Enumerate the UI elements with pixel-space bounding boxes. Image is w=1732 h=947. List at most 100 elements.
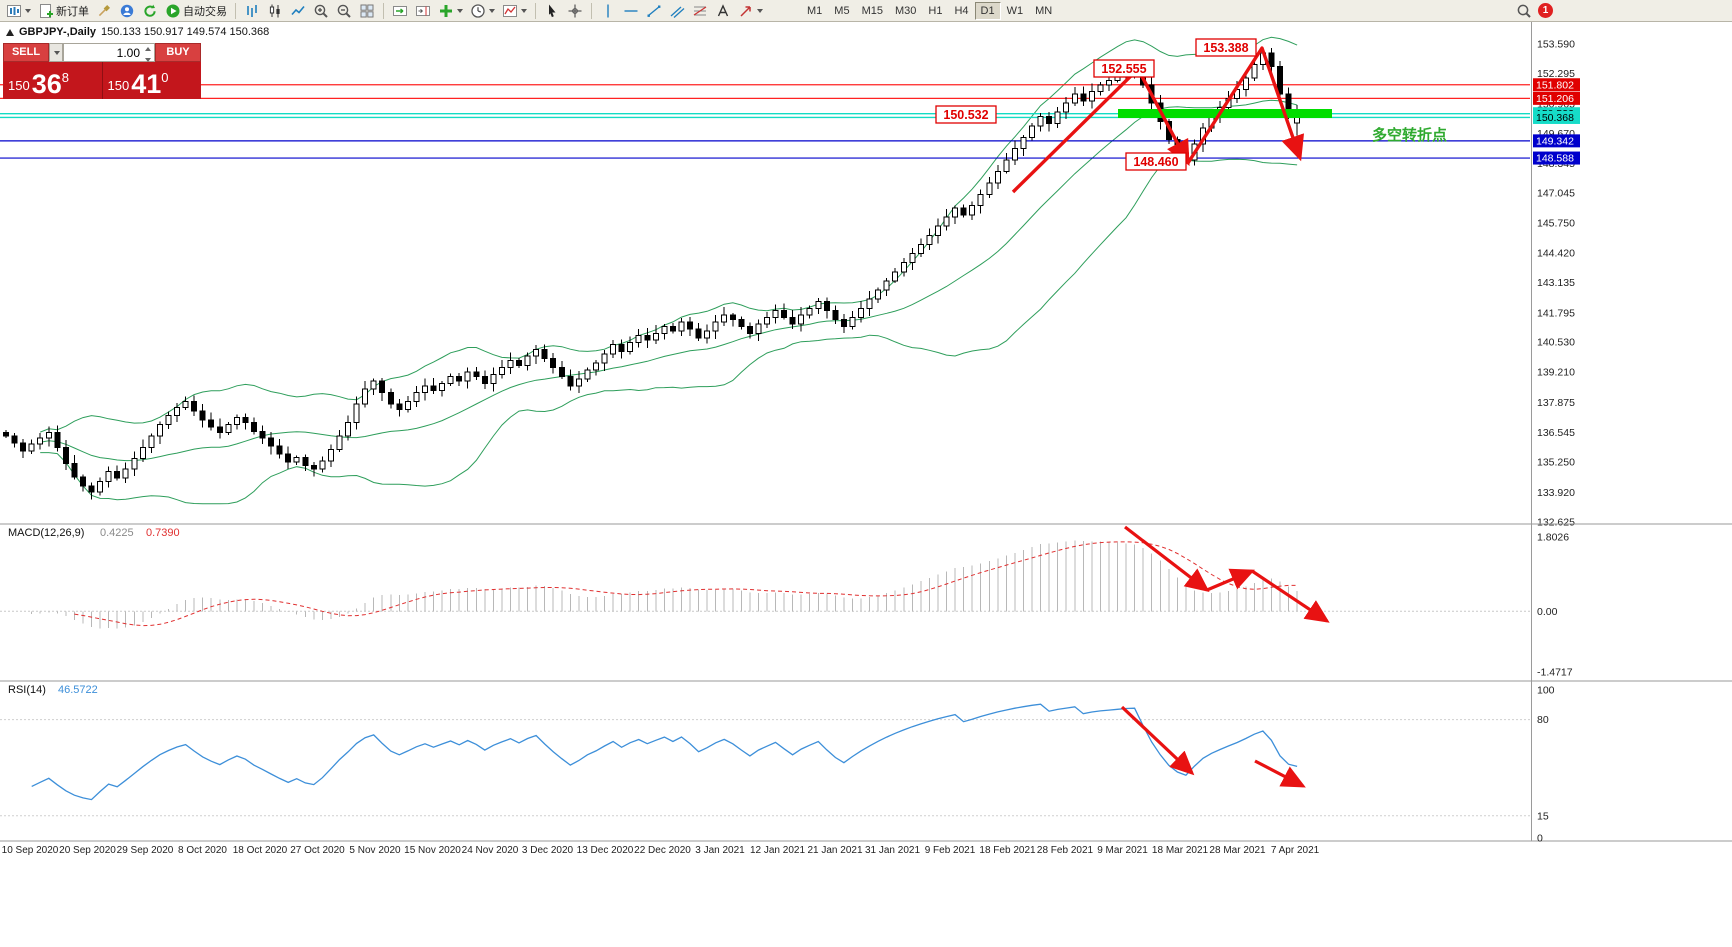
periods-icon [471, 3, 485, 18]
market-button[interactable] [116, 1, 138, 21]
rsi-arrow[interactable] [1254, 759, 1306, 788]
timeframe-h1[interactable]: H1 [922, 2, 948, 20]
timeframe-m30[interactable]: M30 [889, 2, 922, 20]
periods-button[interactable] [467, 1, 498, 21]
crosshair-tool-button[interactable] [564, 1, 586, 21]
indicators-button[interactable] [435, 1, 466, 21]
zoom-in-icon [314, 4, 328, 18]
toolbar-separator [535, 2, 536, 19]
x-axis-label: 31 Jan 2021 [865, 845, 920, 856]
bar-chart-mode-button[interactable] [241, 1, 263, 21]
collapse-icon[interactable] [6, 28, 14, 36]
timeframe-h4[interactable]: H4 [948, 2, 974, 20]
auto-scroll-button[interactable] [389, 1, 411, 21]
tile-windows-button[interactable] [356, 1, 378, 21]
line-chart-icon [291, 5, 305, 15]
macd-arrow[interactable] [1251, 569, 1330, 623]
svg-text:148.588: 148.588 [1536, 153, 1574, 165]
macd-arrow[interactable] [1124, 525, 1210, 592]
x-axis-label: 20 Sep 2020 [59, 845, 116, 856]
cursor-tool-button[interactable] [541, 1, 563, 21]
macd-value-signal: 0.7390 [146, 527, 180, 539]
zoom-out-icon [337, 4, 351, 18]
top-toolbar: 新订单 自动交易 [0, 0, 1732, 22]
buy-price-display[interactable]: 150 41 0 [103, 62, 202, 99]
volume-stepper[interactable] [142, 45, 153, 64]
channel-tool-button [666, 1, 688, 21]
dropdown-caret [53, 50, 60, 55]
price-callout[interactable]: 152.555 [1093, 59, 1155, 78]
new-order-button[interactable]: 新订单 [35, 1, 92, 21]
horizontal-line-tool-button[interactable] [620, 1, 642, 21]
notification-badge[interactable]: 1 [1538, 3, 1553, 18]
autotrading-button[interactable]: 自动交易 [162, 1, 230, 21]
macd-axis-label: 1.8026 [1537, 532, 1569, 544]
sell-button[interactable]: SELL [3, 43, 49, 62]
buy-price-prefix: 150 [107, 78, 130, 93]
tile-windows-icon [360, 4, 374, 17]
candlestick-mode-button[interactable] [264, 1, 286, 21]
price-callout[interactable]: 150.532 [935, 105, 997, 124]
x-axis-label: 3 Jan 2021 [695, 845, 745, 856]
trendline-tool-button[interactable] [643, 1, 665, 21]
new-order-icon [40, 3, 53, 18]
x-axis-label: 10 Sep 2020 [2, 845, 59, 856]
dropdown-caret [757, 8, 763, 13]
zoom-in-button[interactable] [310, 1, 332, 21]
bar-chart-icon [247, 4, 257, 17]
buy-button[interactable]: BUY [155, 43, 201, 62]
timeframe-m5[interactable]: M5 [828, 2, 855, 20]
x-axis-label: 15 Nov 2020 [404, 845, 461, 856]
arrows-tool-button[interactable] [735, 1, 766, 21]
green-zone-bar[interactable] [1118, 109, 1332, 118]
fibonacci-tool-button[interactable] [689, 1, 711, 21]
price-chart[interactable]: 152.555 153.388 150.532 148.460 多空转折点 153.590… [0, 22, 1732, 947]
chart-note[interactable]: 多空转折点 [1372, 126, 1447, 144]
dropdown-caret [521, 8, 527, 13]
text-icon [717, 3, 729, 16]
dropdown-caret [457, 8, 463, 13]
order-options-button[interactable] [49, 43, 63, 62]
horizontal-line-icon [624, 9, 638, 12]
fibonacci-icon [693, 6, 707, 15]
line-chart-mode-button[interactable] [287, 1, 309, 21]
timeframe-mn[interactable]: MN [1029, 2, 1058, 20]
axis-price-badge [1533, 134, 1580, 148]
timeframe-m1[interactable]: M1 [801, 2, 828, 20]
y-axis-label: 135.250 [1537, 457, 1575, 469]
timeframe-d1[interactable]: D1 [974, 1, 1001, 20]
new-chart-button[interactable] [3, 1, 34, 21]
main-price-pane: 152.555 153.388 150.532 148.460 多空转折点 153.590… [0, 36, 1580, 529]
timeframe-w1[interactable]: W1 [1001, 2, 1030, 20]
sell-price-display[interactable]: 150 36 8 [3, 62, 103, 99]
toolbar-separator [383, 2, 384, 19]
price-callout[interactable]: 153.388 [1195, 38, 1257, 57]
x-axis-label: 28 Feb 2021 [1037, 845, 1094, 856]
text-tool-button[interactable] [712, 1, 734, 21]
trend-arrow[interactable] [1186, 46, 1305, 164]
macd-axis-label: 0.00 [1537, 606, 1558, 618]
search-icon [1517, 4, 1531, 18]
macd-axis-label: -1.4717 [1537, 666, 1573, 678]
sell-price-sup: 8 [61, 70, 69, 85]
svg-text:151.206: 151.206 [1536, 93, 1574, 105]
x-axis-label: 12 Jan 2021 [750, 845, 805, 856]
rsi-arrow[interactable] [1120, 705, 1195, 776]
vertical-line-tool-button[interactable] [597, 1, 619, 21]
svg-text:153.388: 153.388 [1203, 41, 1248, 55]
templates-button[interactable] [499, 1, 530, 21]
search-button[interactable] [1510, 1, 1538, 21]
macd-arrow[interactable] [1206, 568, 1255, 592]
timeframe-m15[interactable]: M15 [856, 2, 889, 20]
y-axis-label: 144.420 [1537, 248, 1575, 260]
metaeditor-button[interactable] [93, 1, 115, 21]
refresh-button[interactable] [139, 1, 161, 21]
x-axis-label: 8 Oct 2020 [178, 845, 227, 856]
chart-shift-button[interactable] [412, 1, 434, 21]
volume-input[interactable] [64, 44, 154, 61]
rsi-line [31, 703, 1298, 801]
zoom-out-button[interactable] [333, 1, 355, 21]
autotrade-icon [166, 4, 180, 17]
price-callout[interactable]: 148.460 [1125, 152, 1187, 171]
toolbar-separator [235, 2, 236, 19]
